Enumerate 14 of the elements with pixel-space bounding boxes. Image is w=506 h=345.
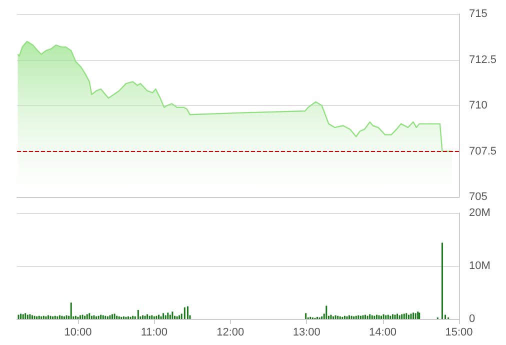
y-tick-label: 710 [469, 100, 488, 112]
y-tick-label: 712.5 [469, 54, 497, 66]
x-tick-label: 15:00 [445, 326, 473, 338]
y-tick-label: 10M [469, 260, 490, 272]
x-tick-label: 10:00 [64, 326, 92, 338]
y-tick-label: 715 [469, 8, 488, 20]
x-tick-label: 14:00 [369, 326, 397, 338]
y-tick-label: 20M [469, 207, 490, 219]
x-tick-label: 13:00 [292, 326, 320, 338]
x-tick-label: 12:00 [216, 326, 244, 338]
x-tick-label: 11:00 [140, 326, 168, 338]
y-tick-label: 705 [469, 191, 488, 203]
y-tick-label: 0 [469, 313, 476, 325]
y-tick-label: 707.5 [469, 145, 497, 158]
